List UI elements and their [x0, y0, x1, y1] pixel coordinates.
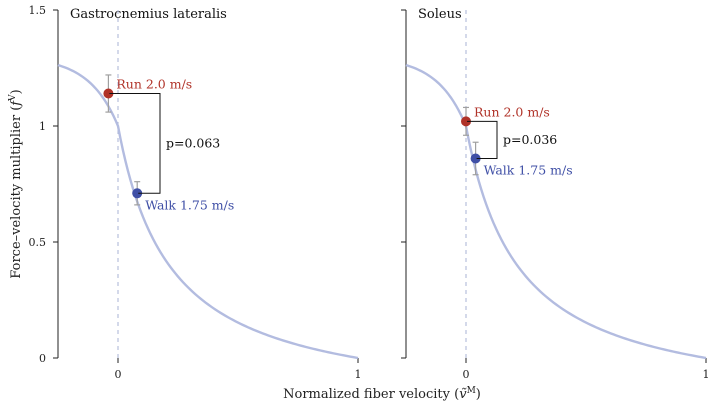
y-axis-title-superscript: V [8, 94, 18, 102]
significance-bracket [109, 93, 161, 194]
y-tick-label: 1 [39, 120, 46, 133]
y-axis-title-text: Force–velocity multiplier ( [9, 106, 24, 279]
x-axis-title-text: Normalized fiber velocity ( [283, 387, 459, 402]
significance-bracket [467, 120, 498, 159]
walk-point [132, 188, 143, 199]
walk-point [470, 153, 481, 164]
y-tick-label: 1.5 [29, 4, 47, 17]
walk-label: Walk 1.75 m/s [484, 162, 573, 177]
y-tick-label: 0 [39, 352, 46, 365]
p-value-label: p=0.036 [503, 132, 557, 147]
run-point [461, 116, 471, 127]
x-axis-title-symbol: ṽ [459, 387, 467, 402]
x-tick-label: 0 [463, 368, 470, 381]
panel-gastrocnemius: Gastrocnemius lateralis 0 0.5 1 1.5 0 1 p=0.06… [29, 4, 362, 381]
y-tick-label: 0.5 [29, 236, 47, 249]
y-axis-title-symbol: f [9, 99, 24, 107]
run-label: Run 2.0 m/s [474, 104, 550, 119]
y-axis-title-close: ) [9, 89, 24, 94]
y-axis-title: Force–velocity multiplier (fV) [8, 89, 24, 278]
x-tick-label: 0 [115, 368, 122, 381]
x-tick-label: 1 [703, 368, 708, 381]
run-point [103, 88, 114, 99]
panel-title: Gastrocnemius lateralis [70, 7, 227, 22]
p-value-label: p=0.063 [166, 135, 220, 150]
x-axis-title: Normalized fiber velocity (ṽM) [283, 386, 481, 402]
panel-soleus: Soleus 0 1 p=0.036 Run 2.0 m/s Walk 1.75 m/s [401, 7, 708, 381]
run-label: Run 2.0 m/s [116, 77, 192, 92]
x-axis-title-superscript: M [467, 386, 476, 396]
walk-label: Walk 1.75 m/s [145, 197, 234, 212]
panel-title: Soleus [418, 7, 462, 22]
x-axis-title-close: ) [476, 387, 481, 402]
x-tick-label: 1 [355, 368, 362, 381]
force-velocity-curve [405, 63, 707, 360]
